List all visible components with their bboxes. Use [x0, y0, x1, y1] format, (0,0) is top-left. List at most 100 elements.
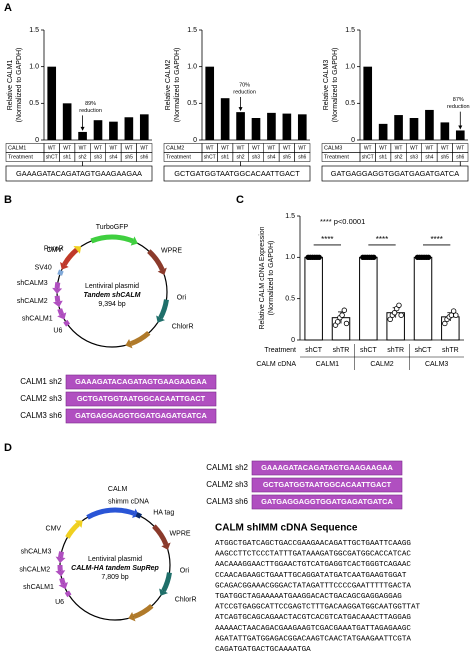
- feature-arrow: [156, 315, 165, 323]
- sequence: GATGAGGAGGTGGATGAGATGATCA: [261, 497, 393, 506]
- cdna-line: AACAAAGGAACTTGGAACTGTCATGAGGTCACTGGGTCAG…: [215, 561, 411, 569]
- table-text: WT: [395, 145, 403, 151]
- annotation: 87%: [453, 97, 464, 103]
- annotation: **** p<0.0001: [320, 217, 365, 226]
- sequence: GAAAGATACAGATAGTGAAGAAGAA: [75, 377, 207, 386]
- arrow-head: [458, 125, 463, 130]
- cdna-line: ATCAGTGCAGCAGAACTACGTCACGTCATGACAAACTTAG…: [215, 614, 411, 622]
- cdna-line: CCAACAGAAGCTGAATTGCAGGATATGATCAATGAAGTGG…: [215, 572, 407, 580]
- y-axis-label: Relative CALM3: [323, 60, 330, 111]
- arrow-head: [238, 107, 243, 112]
- y-axis-label: Relative CALM2: [165, 60, 172, 111]
- table-label: CALM2: [166, 145, 184, 151]
- annotation: reduction: [79, 108, 102, 114]
- feature-arrow: [130, 236, 138, 246]
- bar: [455, 130, 465, 140]
- feature-arrow: [161, 542, 171, 550]
- feature-label: shimm cDNA: [108, 498, 149, 505]
- feature-label: ChlorR: [172, 323, 194, 330]
- sequence-box: [251, 477, 403, 493]
- table-cell: [5, 152, 45, 162]
- y-tick-label: 0.5: [29, 100, 39, 107]
- plasmid-feature: [64, 590, 72, 598]
- sequence: GAAAGATACAGATAGTGAAGAAGAA: [16, 169, 142, 178]
- y-axis-label: (Normalized to GAPDH): [16, 48, 23, 123]
- feature-label: shCALM3: [21, 548, 52, 555]
- table-label: Treatment: [166, 154, 191, 160]
- feature-label: shCALM1: [22, 315, 53, 322]
- feature-arrow: [65, 592, 74, 599]
- y-axis-label: (Normalized to GAPDH): [174, 48, 181, 123]
- table-text: shCT: [204, 154, 216, 160]
- significance: ****: [376, 235, 388, 244]
- panel-letter: A: [4, 2, 12, 14]
- bar: [409, 118, 419, 140]
- data-point: [316, 254, 322, 261]
- x-tick-label: shTR: [442, 347, 459, 354]
- table-text: WT: [441, 145, 449, 151]
- feature-label: Ori: [180, 568, 190, 575]
- data-point: [371, 254, 377, 261]
- table-text: WT: [298, 145, 306, 151]
- sequence-label: CALM1 sh2: [20, 377, 62, 386]
- cdna-line: AGATATTGATGGAGACGGACAAGTCAACTATGAAGAATTC…: [215, 635, 411, 643]
- sequence: GCTGATGGTAATGGCACAATTGACT: [263, 480, 392, 489]
- table-text: WT: [221, 145, 229, 151]
- annotation: reduction: [233, 89, 256, 95]
- table-label: CALM1: [8, 145, 26, 151]
- data-point: [339, 312, 345, 318]
- bar: [109, 121, 118, 140]
- plasmid-feature: [57, 269, 64, 276]
- data-point: [343, 320, 350, 327]
- panel-letter: D: [4, 442, 12, 454]
- plasmid-center: 7,809 bp: [101, 574, 128, 581]
- plasmid-feature: [132, 603, 154, 620]
- bar: [251, 118, 261, 140]
- plasmid-feature: [62, 247, 79, 266]
- sequence: GCTGATGGTAATGGCACAATTGACT: [174, 169, 300, 178]
- sequence-label: CALM3 sh6: [206, 497, 248, 506]
- cdna-line: AAAAACTAACAGACGAAGAAGTCGACGAAATGATTAGAGA…: [215, 625, 411, 633]
- bar: [440, 122, 450, 140]
- y-tick-label: 1.5: [285, 213, 295, 220]
- table-text: WT: [252, 145, 260, 151]
- bar: [220, 98, 230, 140]
- table-text: sh4: [109, 154, 117, 160]
- sequence-box: [65, 408, 217, 424]
- bar: [297, 114, 307, 140]
- feature-arrow: [159, 588, 168, 596]
- feature-label: shCALM1: [23, 584, 54, 591]
- y-axis-label: Relative CALM1: [7, 60, 14, 111]
- table-label: Treatment: [8, 154, 33, 160]
- table-text: WT: [410, 145, 418, 151]
- y-tick-label: 0.5: [285, 296, 295, 303]
- plasmid-feature: [135, 512, 142, 519]
- sequence-box: [163, 165, 311, 182]
- data-point: [442, 320, 448, 327]
- sequence-box: [65, 374, 217, 390]
- bar: [394, 115, 403, 140]
- feature-arrow: [134, 509, 139, 519]
- cdna-line: ATCCGTGAGGCATTCCGAGTCTTTGACAAGGATGGCAATG…: [215, 604, 421, 612]
- sequence-label: CALM1 sh2: [206, 463, 248, 472]
- sequence-box: [65, 391, 217, 407]
- plasmid-center: Lentiviral plasmid: [85, 283, 139, 290]
- sequence: GATGAGGAGGTGGATGAGATGATCA: [331, 169, 459, 178]
- table-text: sh3: [94, 154, 102, 160]
- table-text: sh2: [237, 154, 245, 160]
- plasmid-feature: [65, 522, 80, 539]
- y-tick-label: 0.5: [345, 100, 355, 107]
- sequence: GAAAGATACAGATAGTGAAGAAGAA: [261, 463, 393, 472]
- table-text: WT: [125, 145, 133, 151]
- y-axis-label: (Normalized to GAPDH): [268, 241, 275, 316]
- feature-label: HA tag: [153, 509, 174, 516]
- sequence-label: CALM2 sh3: [20, 394, 62, 403]
- table-text: sh6: [298, 154, 306, 160]
- bar: [236, 112, 245, 140]
- table-text: WT: [79, 145, 87, 151]
- panel-letter: C: [236, 194, 244, 206]
- table-text: WT: [283, 145, 291, 151]
- plasmid-feature: [147, 249, 165, 271]
- cdna-line: ATGGCTGATCAGCTGACCGAAGAACAGATTGCTGAATTCA…: [215, 540, 411, 548]
- significance: ****: [430, 235, 442, 244]
